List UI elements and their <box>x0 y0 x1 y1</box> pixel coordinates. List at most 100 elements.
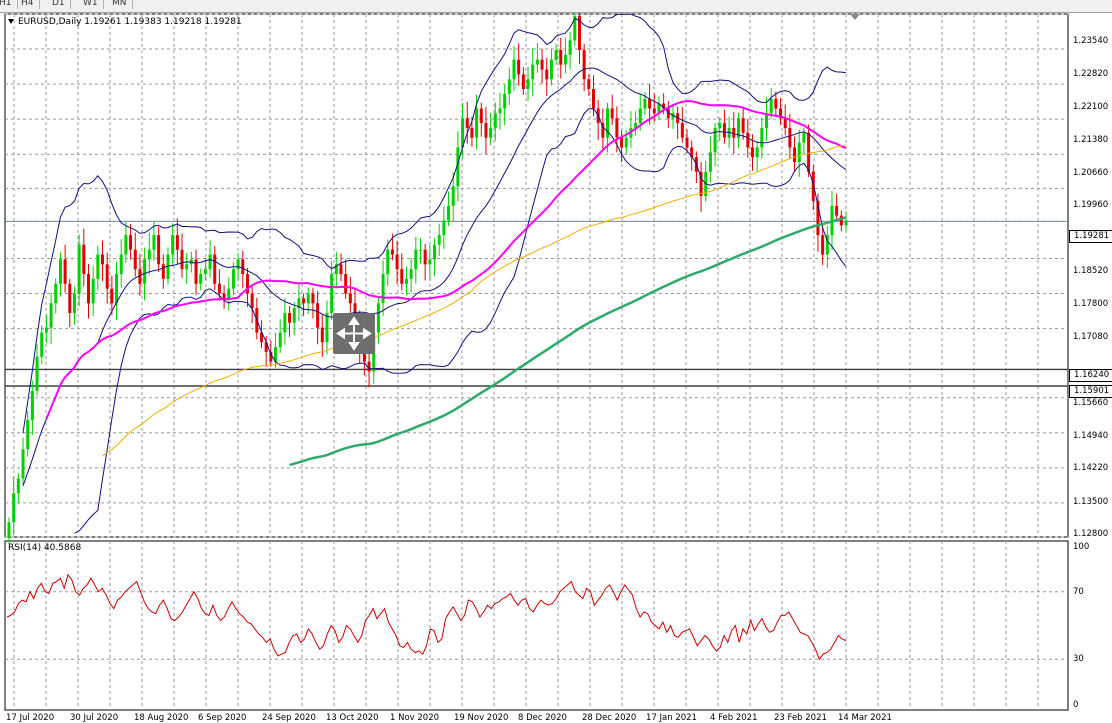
price-label: 1.15660 <box>1073 398 1109 408</box>
date-label: 8 Dec 2020 <box>518 713 567 723</box>
candle-body <box>7 522 11 537</box>
timeframe-toolbar: H1 H4 D1 W1 MN <box>0 0 1112 13</box>
candle-body <box>264 342 268 352</box>
candle-body <box>404 278 408 284</box>
candle-body <box>465 118 469 128</box>
candle-body <box>582 50 586 80</box>
candle-body <box>797 142 801 163</box>
candle-body <box>708 152 712 172</box>
band-upper <box>22 13 847 434</box>
candle-body <box>105 264 109 289</box>
candle-body <box>568 40 572 55</box>
tf-h4-button[interactable]: H4 <box>16 0 40 9</box>
tf-h1-button[interactable]: H1 <box>0 0 18 9</box>
candle-body <box>610 108 614 119</box>
tf-w1-button[interactable]: W1 <box>78 0 104 9</box>
date-label: 30 Jul 2020 <box>70 713 119 723</box>
candle-body <box>26 420 30 450</box>
candle-body <box>690 147 694 158</box>
candle-body <box>297 298 301 309</box>
candle-body <box>171 235 175 255</box>
candle-body <box>185 264 189 270</box>
price-label: 1.22100 <box>1073 102 1109 112</box>
candle-body <box>503 93 507 109</box>
price-label: 1.14220 <box>1073 463 1109 473</box>
date-label: 6 Sep 2020 <box>198 713 247 723</box>
candle-body <box>302 298 306 304</box>
candle-body <box>274 347 278 362</box>
candle-body <box>475 108 479 138</box>
candle-body <box>722 123 726 138</box>
candle-body <box>166 254 170 279</box>
ma-mid-line <box>102 144 847 457</box>
candle-body <box>77 244 81 294</box>
rsi-line <box>6 573 847 661</box>
price-label: 1.19960 <box>1073 200 1109 210</box>
move-arrows-icon <box>336 316 372 351</box>
candle-body <box>12 493 16 523</box>
candle-body <box>839 215 843 226</box>
candle-body <box>161 264 165 279</box>
candle-body <box>418 249 422 251</box>
candle-body <box>512 59 516 80</box>
current-price-tag: 1.19281 <box>1069 230 1112 243</box>
candle-body <box>194 259 198 284</box>
candle-body <box>526 79 530 89</box>
date-label: 13 Oct 2020 <box>326 713 379 723</box>
candle-body <box>811 171 815 201</box>
candle-body <box>208 254 212 270</box>
candle-body <box>648 98 652 109</box>
ma-fast-line <box>45 100 847 420</box>
candle-body <box>662 103 666 109</box>
hline-tag-upper[interactable]: 1.16240 <box>1069 369 1112 382</box>
dropdown-triangle-icon[interactable] <box>8 19 14 24</box>
candle-body <box>437 235 441 245</box>
candle-body <box>793 147 797 163</box>
candle-body <box>765 113 769 128</box>
candle-body <box>713 127 717 153</box>
candle-body <box>545 69 549 80</box>
candle-body <box>152 235 156 250</box>
candle-body <box>16 478 20 494</box>
candle-body <box>400 269 404 284</box>
candle-body <box>72 293 76 313</box>
candle-body <box>147 249 151 260</box>
rsi-level-label: 70 <box>1073 587 1084 597</box>
move-handle[interactable] <box>333 313 375 354</box>
candle-body <box>657 103 661 114</box>
candle-body <box>40 332 44 357</box>
date-label: 17 Jan 2021 <box>646 713 697 723</box>
tf-d1-button[interactable]: D1 <box>47 0 71 9</box>
candle-body <box>442 220 446 236</box>
candle-body <box>807 132 811 172</box>
hline-tag-lower[interactable]: 1.15901 <box>1069 385 1112 398</box>
candle-body <box>199 274 203 284</box>
date-label: 1 Nov 2020 <box>390 713 440 723</box>
date-label: 28 Dec 2020 <box>582 713 637 723</box>
candle-body <box>49 303 53 328</box>
candle-body <box>554 50 558 60</box>
candle-body <box>129 235 133 250</box>
candle-body <box>367 361 371 372</box>
candle-body <box>736 118 740 138</box>
candle-body <box>587 79 591 89</box>
candle-body <box>101 254 105 265</box>
candle-body <box>802 132 806 143</box>
price-label: 1.13500 <box>1073 497 1109 507</box>
candle-body <box>133 249 137 270</box>
candle-body <box>330 274 334 313</box>
symbol-info[interactable]: EURUSD,Daily 1.19261 1.19383 1.19218 1.1… <box>8 17 242 27</box>
candle-body <box>816 200 820 236</box>
candle-body <box>540 59 544 70</box>
candle-body <box>292 308 296 323</box>
candle-body <box>213 254 217 284</box>
candle-body <box>470 127 474 138</box>
candle-body <box>68 283 72 313</box>
candle-body <box>316 303 320 328</box>
tf-mn-button[interactable]: MN <box>107 0 133 9</box>
candle-body <box>498 108 502 114</box>
candle-body <box>549 59 553 80</box>
candle-body <box>54 283 58 304</box>
candle-body <box>334 264 338 275</box>
